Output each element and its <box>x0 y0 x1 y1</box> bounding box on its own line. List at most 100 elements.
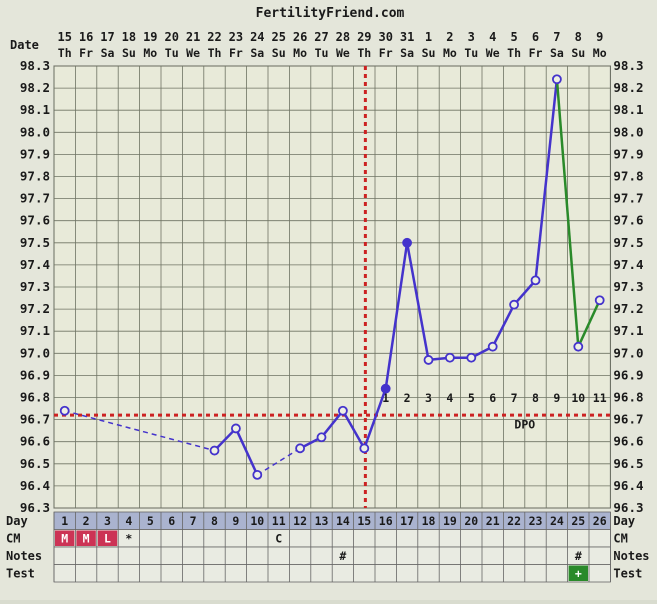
dpo-number: 5 <box>468 391 475 405</box>
temp-point <box>509 299 519 310</box>
y-tick-left: 97.4 <box>20 257 50 272</box>
temp-point <box>487 341 498 352</box>
y-tick-right: 98.2 <box>613 80 643 95</box>
cycle-day-number: 26 <box>593 514 607 528</box>
y-tick-right: 97.4 <box>613 257 643 272</box>
cycle-day-number: 4 <box>125 514 132 528</box>
temp-point <box>573 341 584 352</box>
y-tick-right: 96.7 <box>613 412 643 427</box>
temp-segment <box>64 410 215 452</box>
y-tick-left: 98.1 <box>20 102 50 117</box>
y-tick-left: 96.4 <box>20 478 50 493</box>
date-tick: 3 <box>468 30 475 44</box>
dpo-number: 7 <box>511 391 518 405</box>
table-row-label-right: Notes <box>613 549 649 563</box>
y-tick-right: 97.0 <box>613 345 643 360</box>
date-tick: 26 <box>293 30 307 44</box>
y-tick-left: 97.9 <box>20 146 50 161</box>
y-tick-right: 97.9 <box>613 146 643 161</box>
y-tick-right: 97.7 <box>613 191 643 206</box>
dpo-number: 4 <box>446 391 453 405</box>
temp-point <box>402 237 413 248</box>
date-row-label: Date <box>10 38 39 52</box>
y-tick-right: 96.5 <box>613 456 643 471</box>
cycle-day-number: 6 <box>168 514 175 528</box>
cycle-day-number: 9 <box>232 514 239 528</box>
y-tick-right: 98.0 <box>613 124 643 139</box>
weekday-tick: Fr <box>379 46 393 60</box>
date-tick: 23 <box>229 30 243 44</box>
weekday-tick: Fr <box>229 46 243 60</box>
weekday-tick: We <box>186 46 200 60</box>
weekday-tick: Su <box>571 46 585 60</box>
cycle-day-number: 14 <box>336 514 350 528</box>
date-tick: 30 <box>378 30 392 44</box>
date-tick: 16 <box>79 30 93 44</box>
temp-point <box>337 405 348 416</box>
table-row-label-left: Test <box>6 567 35 581</box>
dpo-number: 11 <box>593 391 607 405</box>
y-tick-left: 97.0 <box>20 345 50 360</box>
temp-point <box>230 423 241 434</box>
temp-point <box>209 445 220 456</box>
date-tick: 29 <box>357 30 371 44</box>
cm-entry: C <box>275 532 282 546</box>
cm-entry: L <box>104 532 111 546</box>
cycle-day-number: 23 <box>529 514 543 528</box>
weekday-tick: Sa <box>101 46 115 60</box>
dpo-number: 1 <box>382 391 389 405</box>
y-tick-right: 96.4 <box>613 478 643 493</box>
y-tick-right: 97.3 <box>613 279 643 294</box>
temp-segment <box>384 242 409 389</box>
temp-segment <box>405 242 430 361</box>
weekday-tick: Th <box>507 46 521 60</box>
weekday-tick: Mo <box>443 46 457 60</box>
date-tick: 6 <box>532 30 539 44</box>
cycle-day-number: 10 <box>250 514 264 528</box>
weekday-tick: Mo <box>593 46 607 60</box>
temp-point <box>530 275 541 286</box>
cm-cell-fill <box>55 530 75 546</box>
test-cell-fill <box>568 565 588 581</box>
temp-segment <box>320 409 344 439</box>
date-tick: 5 <box>510 30 517 44</box>
date-tick: 28 <box>336 30 350 44</box>
y-tick-right: 98.1 <box>613 102 643 117</box>
temp-segment <box>363 388 387 449</box>
dpo-number: 3 <box>425 391 432 405</box>
temp-point <box>380 383 391 394</box>
weekday-tick: Su <box>272 46 286 60</box>
y-tick-right: 97.2 <box>613 301 643 316</box>
dpo-number: 10 <box>571 391 585 405</box>
temp-point <box>594 295 605 306</box>
date-tick: 7 <box>553 30 560 44</box>
table-row-label-left: Day <box>6 514 28 528</box>
cycle-day-number: 16 <box>379 514 393 528</box>
temp-segment <box>213 427 237 452</box>
y-tick-right: 97.8 <box>613 169 643 184</box>
dpo-number: 8 <box>532 391 539 405</box>
table-row-label-left: Notes <box>6 549 42 563</box>
y-tick-left: 97.3 <box>20 279 50 294</box>
date-tick: 18 <box>122 30 136 44</box>
cycle-day-number: 24 <box>550 514 564 528</box>
weekday-tick: Mo <box>293 46 307 60</box>
temp-point <box>316 432 327 443</box>
temp-point <box>444 352 455 363</box>
temp-point <box>552 74 562 85</box>
weekday-tick: Tu <box>165 46 179 60</box>
cycle-day-number: 8 <box>211 514 218 528</box>
temp-point <box>423 355 434 365</box>
temp-segment <box>577 299 601 348</box>
table-row-label-left: CM <box>6 532 20 546</box>
date-tick: 15 <box>57 30 71 44</box>
cycle-day-number: 11 <box>272 514 286 528</box>
y-tick-left: 96.5 <box>20 456 50 471</box>
weekday-tick: Tu <box>315 46 329 60</box>
temp-segment <box>555 79 580 347</box>
temp-segment <box>513 279 537 306</box>
weekday-tick: Sa <box>550 46 564 60</box>
date-tick: 20 <box>164 30 178 44</box>
